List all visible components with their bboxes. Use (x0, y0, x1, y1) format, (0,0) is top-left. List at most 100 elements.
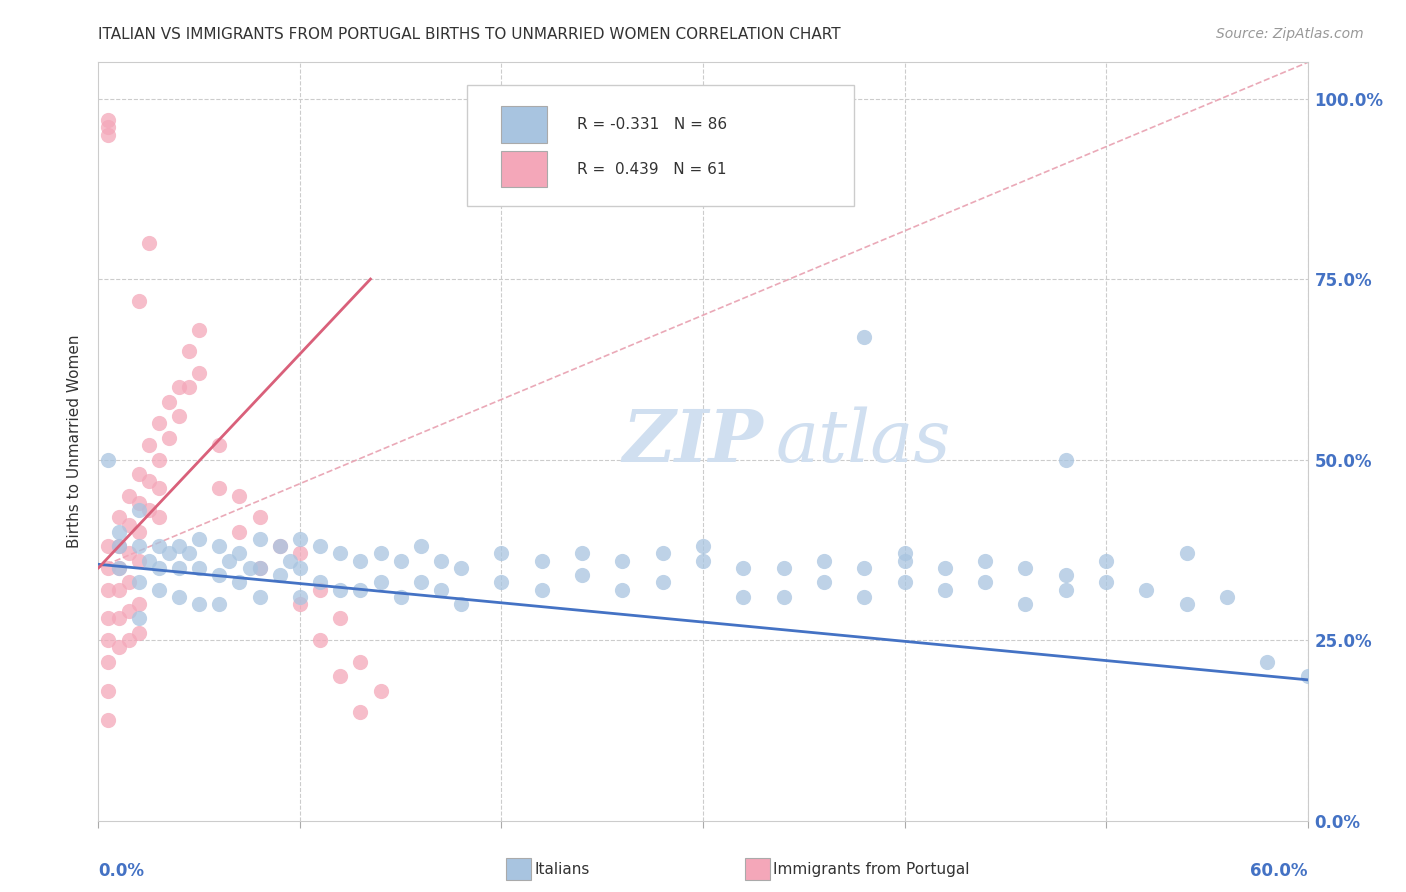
Point (772, 561, 794, 575)
Point (128, 467, 150, 481)
Point (349, 655, 371, 669)
Point (128, 293, 150, 308)
Point (934, 582, 956, 597)
Point (1095, 554, 1118, 568)
Point (288, 532, 311, 546)
Point (179, 344, 201, 359)
Point (148, 417, 170, 431)
Point (1216, 590, 1239, 604)
Text: ZIP: ZIP (623, 406, 763, 477)
Point (97, 452, 120, 467)
Point (389, 554, 412, 568)
Point (853, 590, 876, 604)
Point (389, 590, 412, 604)
Point (107, 640, 129, 655)
Point (269, 568, 291, 582)
Point (97, 713, 120, 727)
Y-axis label: Births to Unmarried Women: Births to Unmarried Women (67, 334, 83, 549)
Point (733, 590, 755, 604)
Point (228, 575, 250, 590)
Point (278, 554, 301, 568)
Point (118, 546, 141, 560)
Point (138, 438, 160, 452)
Point (148, 582, 170, 597)
Point (349, 582, 371, 597)
Point (612, 582, 634, 597)
Point (450, 561, 472, 575)
Point (138, 475, 160, 489)
Point (218, 554, 240, 568)
Point (491, 575, 513, 590)
Point (309, 575, 332, 590)
Point (138, 503, 160, 517)
Text: Immigrants from Portugal: Immigrants from Portugal (773, 863, 970, 877)
Point (167, 380, 190, 394)
Point (107, 510, 129, 524)
Point (853, 330, 876, 344)
Point (571, 546, 593, 560)
Point (288, 597, 311, 611)
Point (1095, 575, 1118, 590)
Point (128, 539, 150, 553)
Point (128, 597, 150, 611)
Point (370, 546, 392, 560)
Point (733, 561, 755, 575)
Point (329, 669, 352, 683)
Point (370, 683, 392, 698)
Point (288, 561, 311, 575)
Point (128, 575, 150, 590)
Point (118, 633, 141, 648)
Point (612, 554, 634, 568)
Point (167, 409, 190, 424)
Point (167, 539, 190, 553)
Point (148, 482, 170, 496)
Point (269, 539, 291, 553)
Point (157, 394, 180, 409)
Point (288, 590, 311, 604)
Point (228, 546, 250, 560)
Point (651, 575, 673, 590)
Point (188, 597, 211, 611)
Point (97, 611, 120, 625)
Point (692, 554, 714, 568)
Point (179, 546, 201, 560)
Point (188, 323, 211, 337)
Point (128, 626, 150, 640)
Point (107, 582, 129, 597)
Point (772, 590, 794, 604)
Point (239, 561, 262, 575)
Point (208, 482, 231, 496)
Point (107, 611, 129, 625)
Point (188, 366, 211, 380)
Point (571, 568, 593, 582)
FancyBboxPatch shape (501, 106, 547, 143)
Point (249, 510, 271, 524)
Point (974, 575, 997, 590)
Point (167, 561, 190, 575)
Point (208, 597, 231, 611)
Point (1175, 597, 1198, 611)
Point (157, 546, 180, 560)
Point (269, 539, 291, 553)
Point (249, 590, 271, 604)
Point (491, 546, 513, 560)
Point (1054, 452, 1077, 467)
Point (430, 554, 453, 568)
Point (249, 561, 271, 575)
Point (228, 524, 250, 539)
Text: Italians: Italians (534, 863, 589, 877)
Point (97, 683, 120, 698)
Text: 60.0%: 60.0% (1250, 863, 1308, 880)
Point (97, 113, 120, 128)
Point (128, 503, 150, 517)
Point (97, 128, 120, 142)
Point (107, 561, 129, 575)
Point (118, 489, 141, 503)
Point (1256, 655, 1278, 669)
Text: R = -0.331   N = 86: R = -0.331 N = 86 (578, 117, 727, 132)
Point (249, 561, 271, 575)
Point (167, 590, 190, 604)
Point (1135, 582, 1157, 597)
Point (188, 561, 211, 575)
Point (128, 496, 150, 510)
